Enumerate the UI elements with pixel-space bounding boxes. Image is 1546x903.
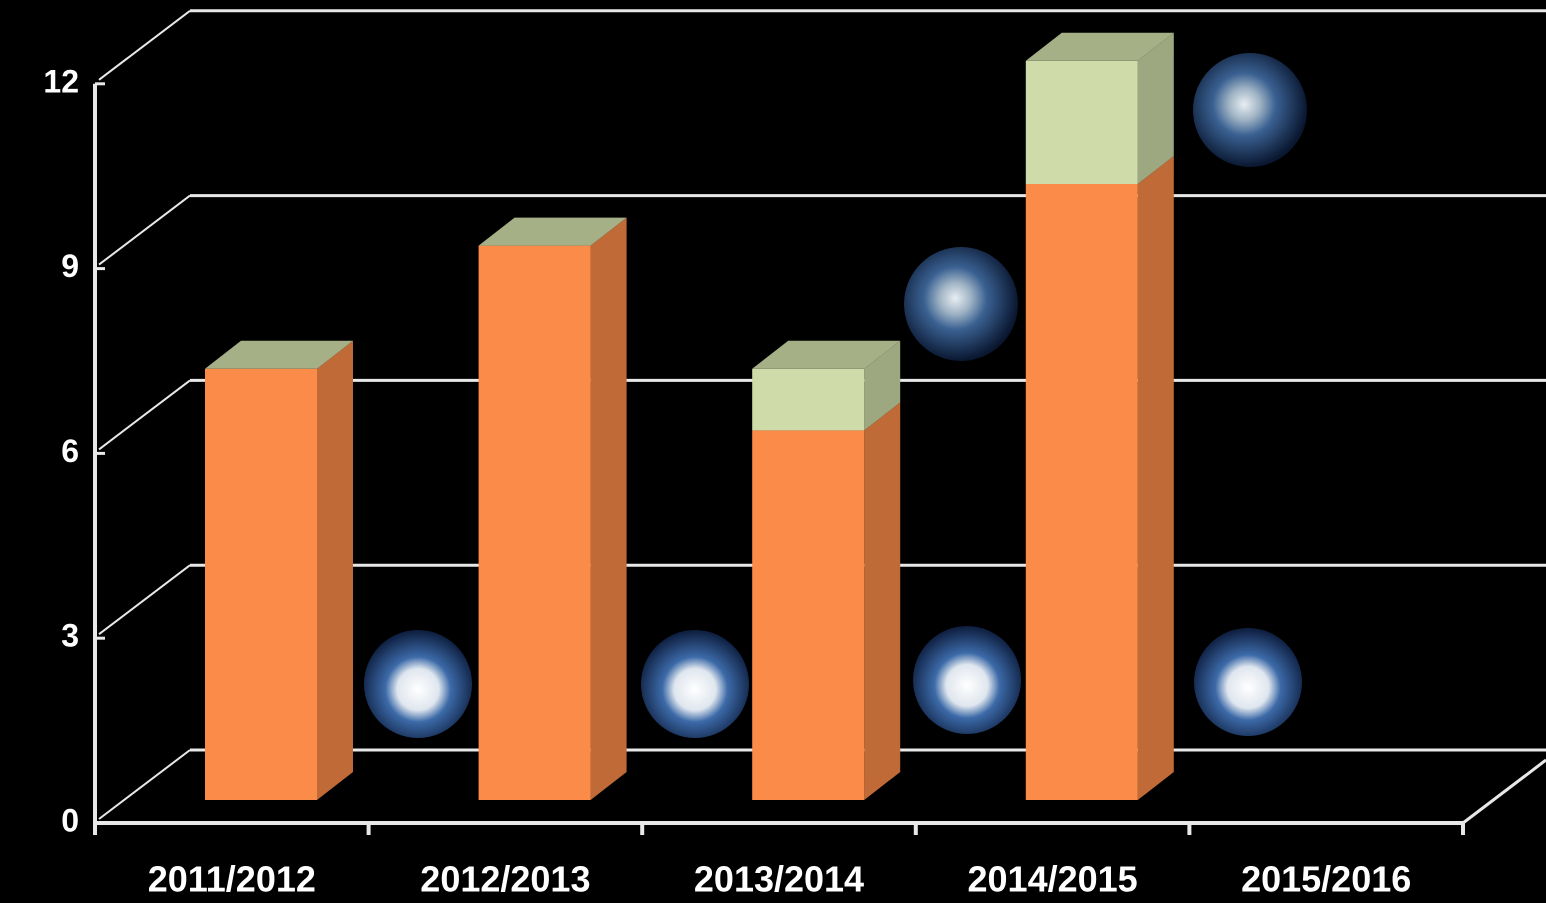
bar-side (864, 402, 900, 800)
y-tick-label: 3 (61, 618, 79, 654)
y-tick-label: 9 (61, 248, 79, 284)
globe-icon (913, 626, 1021, 734)
bar-segment (1026, 61, 1138, 184)
x-tick-label: 2011/2012 (148, 859, 316, 900)
grid-line (99, 565, 190, 634)
x-axis-depth (1463, 760, 1546, 823)
globe-icon (641, 630, 749, 738)
x-tick-label: 2014/2015 (968, 859, 1138, 900)
x-tick-label: 2012/2013 (420, 859, 590, 900)
y-tick-label: 12 (43, 63, 79, 99)
bar-segment (205, 369, 317, 800)
grid-line (99, 380, 190, 449)
grid-line (99, 750, 190, 819)
bar-segment (1026, 184, 1138, 800)
y-tick-label: 0 (61, 802, 79, 838)
globe-icon (364, 630, 472, 738)
x-tick-label: 2015/2016 (1241, 859, 1411, 900)
x-tick-label: 2013/2014 (694, 859, 864, 900)
page: {"chart_data": {"type": "bar3d-stacked",… (0, 0, 1546, 903)
globe-icon (1193, 53, 1307, 167)
bar-side (317, 341, 353, 800)
globe-icon (1194, 628, 1302, 736)
bar-side (591, 218, 627, 800)
bar-side (1138, 156, 1174, 800)
y-tick-label: 6 (61, 433, 79, 469)
chart: 0 3 6 9 12 2011/2012 2012/2013 2013/2014 2014/20… (0, 0, 1546, 903)
grid-line (99, 196, 190, 265)
grid-line (99, 11, 190, 80)
bar-segment (479, 246, 591, 800)
bar-segment (752, 430, 864, 800)
globe-icon (904, 247, 1018, 361)
bar-segment (752, 369, 864, 431)
